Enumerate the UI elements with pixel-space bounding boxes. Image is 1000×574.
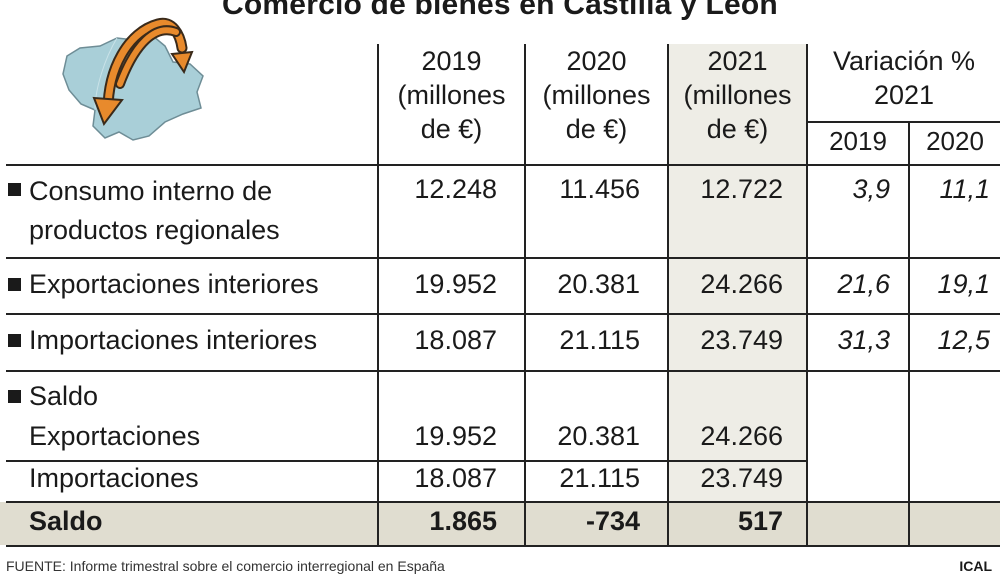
cell-2021: 12.722 xyxy=(700,174,783,204)
row-divider xyxy=(6,370,1000,372)
cell-2019: 18.087 xyxy=(414,325,497,355)
cell-var-2020: 12,5 xyxy=(937,325,990,355)
cell-2021: 23.749 xyxy=(700,325,783,355)
trade-flow-arrows-icon xyxy=(92,17,194,127)
header-2020: 2020 (millones de €) xyxy=(542,46,651,144)
cell-2020: 21.115 xyxy=(559,463,640,493)
col-divider xyxy=(667,44,669,545)
row-label: Exportaciones interiores xyxy=(29,269,319,299)
row-divider xyxy=(6,501,1000,503)
saldo-exports-label: Exportaciones xyxy=(29,421,201,451)
cell-2019: 18.087 xyxy=(414,463,497,493)
saldo-heading: Saldo xyxy=(29,381,99,411)
source-footer: FUENTE: Informe trimestral sobre el come… xyxy=(6,558,445,574)
page-title: Comercio de bienes en Castilla y León xyxy=(222,0,778,21)
total-label: Saldo xyxy=(29,506,103,536)
total-2021: 517 xyxy=(737,506,783,536)
header-2019: 2019 (millones de €) xyxy=(397,46,506,144)
total-row-background xyxy=(0,502,1000,545)
cell-2021: 23.749 xyxy=(700,463,783,493)
cell-2019: 19.952 xyxy=(414,421,497,451)
cell-var-2019: 21,6 xyxy=(837,269,890,299)
col-divider xyxy=(377,44,379,545)
header-var-2020: 2020 xyxy=(926,126,984,156)
col-divider xyxy=(524,44,526,545)
cell-var-2019: 3,9 xyxy=(852,174,890,204)
row-label: Consumo interno de productos regionales xyxy=(29,176,280,245)
cell-var-2020: 19,1 xyxy=(937,269,990,299)
row-divider xyxy=(6,545,1000,547)
row-divider xyxy=(6,313,1000,315)
row-bullet xyxy=(8,183,21,196)
cell-2019: 19.952 xyxy=(414,269,497,299)
col-divider xyxy=(806,44,808,545)
cell-var-2019: 31,3 xyxy=(837,325,890,355)
row-divider xyxy=(806,121,1000,123)
col-divider xyxy=(908,122,910,545)
cell-2021: 24.266 xyxy=(700,269,783,299)
row-bullet xyxy=(8,390,21,403)
saldo-imports-label: Importaciones xyxy=(29,463,199,493)
cell-var-2020: 11,1 xyxy=(939,174,990,204)
row-divider xyxy=(6,164,1000,166)
row-bullet xyxy=(8,278,21,291)
cell-2020: 20.381 xyxy=(557,269,640,299)
row-divider xyxy=(6,460,806,462)
row-divider xyxy=(6,257,1000,259)
cell-2020: 21.115 xyxy=(559,325,640,355)
cell-2021: 24.266 xyxy=(700,421,783,451)
header-2021: 2021 (millones de €) xyxy=(683,46,792,144)
cell-2020: 11.456 xyxy=(559,174,640,204)
cell-2020: 20.381 xyxy=(557,421,640,451)
total-2019: 1.865 xyxy=(429,506,497,536)
total-2020: -734 xyxy=(585,506,640,536)
header-var-2019: 2019 xyxy=(829,126,887,156)
row-bullet xyxy=(8,334,21,347)
row-label: Importaciones interiores xyxy=(29,325,318,355)
cell-2019: 12.248 xyxy=(414,174,497,204)
header-variation: Variación % 2021 xyxy=(832,46,976,110)
credit-label: ICAL xyxy=(959,558,992,574)
